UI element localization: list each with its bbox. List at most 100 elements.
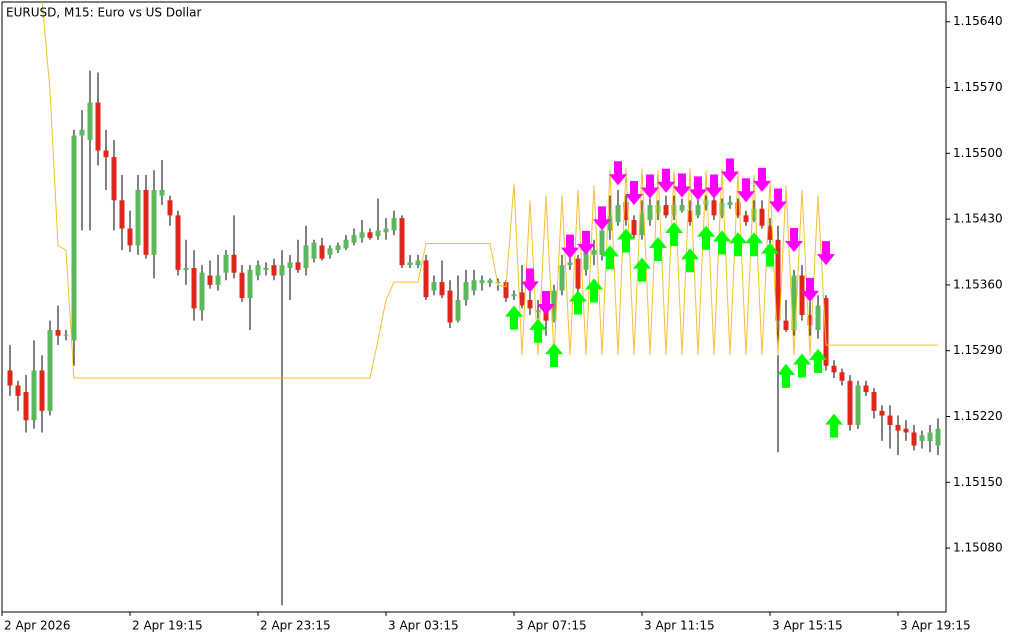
candle-body <box>503 282 509 299</box>
candle-body <box>871 392 877 411</box>
sell-arrow <box>561 234 579 259</box>
candle-body <box>183 267 189 270</box>
candle-body <box>919 435 925 441</box>
chart-title: EURUSD, M15: Euro vs US Dollar <box>6 6 201 20</box>
buy-arrow <box>585 278 603 303</box>
candle-body <box>751 208 757 221</box>
candle-body <box>103 150 109 158</box>
sell-arrow <box>785 228 803 253</box>
candle-body <box>31 370 37 421</box>
candle-body <box>767 225 773 240</box>
buy-arrow <box>633 257 651 282</box>
y-tick-label: 1.15360 <box>953 277 1003 291</box>
candle-body <box>567 262 573 266</box>
candle-body <box>703 200 709 206</box>
candle-body <box>551 290 557 321</box>
candle-body <box>559 265 565 291</box>
candle-body <box>79 129 85 136</box>
candle-body <box>343 239 349 249</box>
y-tick-label: 1.15150 <box>953 475 1003 489</box>
buy-arrow <box>545 343 563 368</box>
buy-arrow <box>617 228 635 253</box>
candle-body <box>143 189 149 255</box>
candle-body <box>335 245 341 251</box>
candle-body <box>855 385 861 425</box>
candle-body <box>175 215 181 270</box>
candle-body <box>743 215 749 222</box>
candle-body <box>815 305 821 331</box>
candle-body <box>39 370 45 411</box>
x-tick-label: 2 Apr 19:15 <box>132 619 203 633</box>
candle-body <box>47 330 53 411</box>
sell-arrow <box>721 158 739 183</box>
candle-body <box>311 242 317 259</box>
candle-body <box>87 102 93 141</box>
candle-body <box>831 365 837 373</box>
candle-body <box>455 299 461 321</box>
candle-body <box>903 428 909 433</box>
candle-body <box>215 275 221 285</box>
candle-body <box>695 205 701 216</box>
candle-body <box>791 275 797 331</box>
candle-body <box>807 314 813 326</box>
candle-body <box>439 282 445 296</box>
candle-body <box>415 260 421 266</box>
candle-body <box>631 220 637 236</box>
candle-body <box>151 189 157 255</box>
candle-body <box>127 228 133 246</box>
buy-arrow <box>809 348 827 373</box>
candle-body <box>159 189 165 196</box>
candle-body <box>935 428 941 446</box>
candle-body <box>15 385 21 396</box>
candle-body <box>111 157 117 201</box>
candle-body <box>375 230 381 237</box>
candle-body <box>351 235 357 243</box>
candle-body <box>71 135 77 341</box>
candle-body <box>287 262 293 268</box>
candle-body <box>583 252 589 270</box>
candle-body <box>823 298 829 366</box>
candle-body <box>847 380 853 425</box>
candle-body <box>879 410 885 416</box>
candle-body <box>655 205 661 213</box>
buy-arrow <box>697 225 715 250</box>
buy-arrow <box>505 305 523 330</box>
candle-body <box>279 265 285 276</box>
candle-body <box>167 200 173 216</box>
buy-arrow <box>601 245 619 270</box>
x-tick-label: 3 Apr 03:15 <box>388 619 459 633</box>
buy-arrow <box>649 236 667 261</box>
candle-body <box>607 215 613 231</box>
candle-body <box>223 254 229 273</box>
buy-arrow <box>713 230 731 255</box>
candle-body <box>119 200 125 229</box>
plot-area <box>7 2 941 606</box>
candle-body <box>63 334 69 336</box>
candle-body <box>191 267 197 309</box>
candle-body <box>711 200 717 216</box>
sell-arrow <box>817 241 835 266</box>
sell-arrow <box>609 161 627 186</box>
buy-arrow <box>777 363 795 388</box>
sell-arrow <box>705 174 723 199</box>
x-tick-label: 2 Apr 2026 <box>4 619 71 633</box>
candle-body <box>727 202 733 206</box>
candle-body <box>775 239 781 321</box>
candle-body <box>263 267 269 270</box>
candle-body <box>303 245 309 268</box>
candle-body <box>895 424 901 431</box>
candle-body <box>391 218 397 231</box>
sell-arrow <box>593 206 611 231</box>
candle-body <box>623 202 629 221</box>
y-tick-label: 1.15640 <box>953 14 1003 28</box>
candle-body <box>575 258 581 289</box>
candle-body <box>663 205 669 216</box>
sell-arrow <box>801 277 819 302</box>
buy-arrow <box>681 248 699 273</box>
sell-arrow <box>769 188 787 213</box>
candle-body <box>471 280 477 291</box>
candle-body <box>7 370 13 386</box>
